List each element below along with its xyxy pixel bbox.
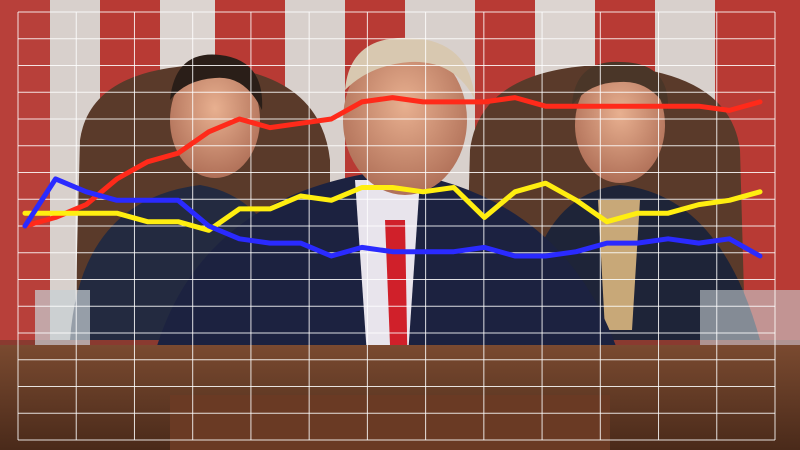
grid (17, 11, 776, 441)
series-lines (22, 95, 763, 259)
series-line-1 (22, 180, 763, 233)
desk (0, 290, 800, 450)
series-line-2 (22, 176, 763, 259)
series-line-0 (22, 95, 763, 229)
